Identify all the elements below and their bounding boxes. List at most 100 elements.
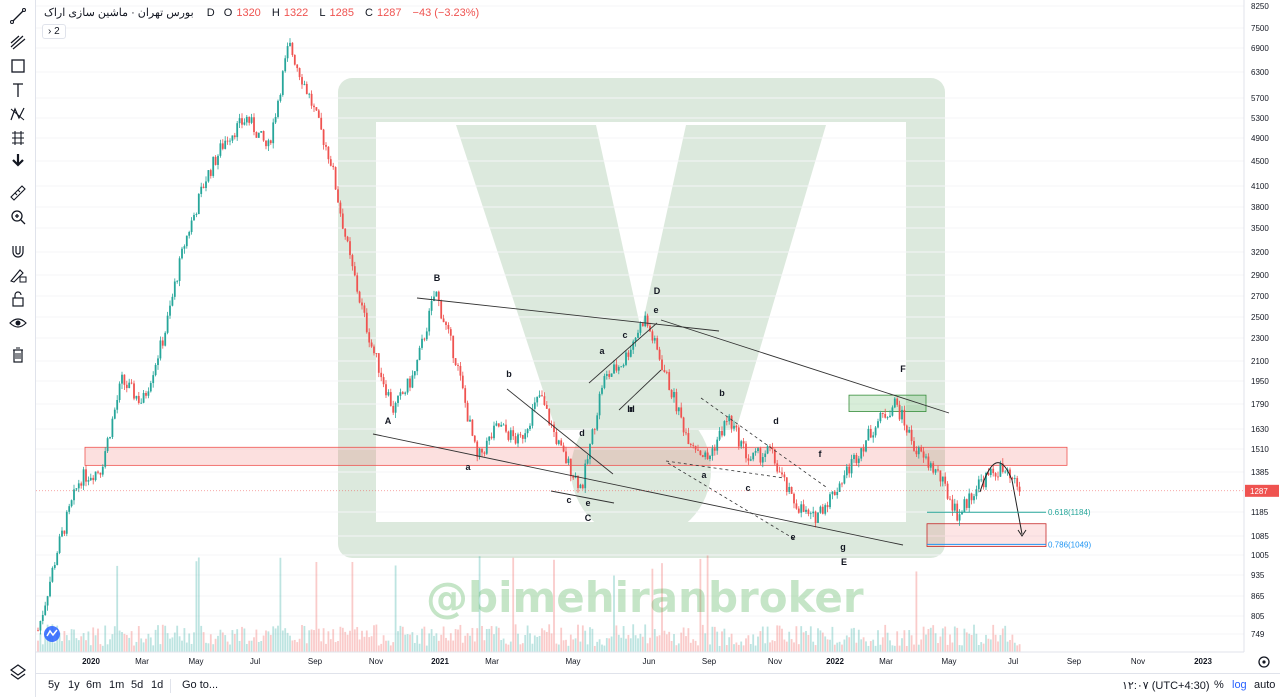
volume-bar <box>761 626 764 652</box>
volume-bar <box>267 631 270 652</box>
volume-bar <box>269 634 272 652</box>
log-scale-toggle[interactable]: log <box>1232 679 1247 691</box>
volume-bar <box>557 644 560 652</box>
volume-bar <box>430 629 433 652</box>
rectangle-icon[interactable] <box>6 56 30 76</box>
price-tick-label: 1790 <box>1251 400 1269 409</box>
range-1y-button[interactable]: 1y <box>68 679 80 691</box>
layers-icon[interactable] <box>6 662 30 682</box>
candle-body <box>44 605 47 615</box>
candle-body <box>889 415 891 418</box>
volume-bar <box>181 640 183 652</box>
dashed-channel-line <box>665 460 785 479</box>
range-1m-button[interactable]: 1m <box>109 679 125 691</box>
timezone-label[interactable]: ۱۲:۰۷ (UTC+4:30) <box>1122 680 1210 692</box>
magnet-icon[interactable] <box>6 241 30 261</box>
candle-body <box>380 372 383 378</box>
auto-scale-toggle[interactable]: auto <box>1254 679 1276 691</box>
open-label: O <box>223 7 233 19</box>
volume-bar <box>116 565 119 652</box>
volume-bar <box>507 644 510 652</box>
range-1d-button[interactable]: 1d <box>151 679 164 691</box>
volume-bar <box>344 631 347 652</box>
volume-bar <box>365 630 368 652</box>
trend-line-icon[interactable] <box>6 6 30 26</box>
volume-bar <box>248 640 251 652</box>
volume-bar <box>303 625 306 652</box>
chart-settings-icon[interactable] <box>1258 656 1270 668</box>
time-axis[interactable]: 2020 Mar May Jul Sep Nov 2021 Mar May Jun Sep Nov 20… <box>36 651 1244 666</box>
candle-body <box>567 458 570 464</box>
candle-body <box>977 479 980 490</box>
volume-bar <box>293 639 296 652</box>
volume-bar <box>351 561 354 652</box>
volume-bar <box>764 643 767 652</box>
pitchfork-icon[interactable] <box>6 32 30 52</box>
lock-icon[interactable] <box>6 289 30 309</box>
candle-body <box>821 506 824 514</box>
candle-body <box>317 110 320 118</box>
volume-bar <box>958 645 961 652</box>
volume-bar <box>615 625 618 652</box>
candle-body <box>219 143 222 156</box>
channel-bottom-line <box>372 433 904 546</box>
range-5d-button[interactable]: 5d <box>131 679 144 691</box>
volume-bar <box>277 625 279 652</box>
price-tick-label: 3200 <box>1251 248 1269 257</box>
volume-bar <box>783 639 786 652</box>
volume-bar <box>797 644 800 652</box>
eye-icon[interactable] <box>6 313 30 333</box>
goto-button[interactable]: Go to... <box>182 679 219 691</box>
time-tick-label: Mar <box>485 657 499 666</box>
volume-bar <box>817 628 819 652</box>
candle-body <box>831 491 834 495</box>
arrow-down-icon[interactable] <box>6 150 30 170</box>
price-chart[interactable]: A B C D E Fa b c d e f g a b c d e a b c d e @bimehiranbroker… <box>36 0 1280 673</box>
text-icon[interactable] <box>6 80 30 100</box>
pencil-lock-icon[interactable] <box>6 265 30 285</box>
fib-label: 0.786(1049) <box>1048 540 1091 549</box>
volume-bar <box>929 627 932 652</box>
volume-bar <box>274 628 277 652</box>
candle-body <box>173 281 176 297</box>
volume-bar <box>574 638 577 652</box>
interval-label[interactable]: D <box>206 7 215 19</box>
range-6m-button[interactable]: 6m <box>86 679 102 691</box>
candle-body <box>296 64 299 69</box>
volume-bars <box>37 555 1021 652</box>
candle-body <box>509 430 512 440</box>
trash-icon[interactable] <box>6 345 30 365</box>
volume-bar <box>721 631 723 652</box>
zoom-icon[interactable] <box>6 207 30 227</box>
projection-arc <box>979 462 1023 535</box>
volume-bar <box>591 628 594 652</box>
candle-body <box>920 447 923 452</box>
volume-bar <box>397 631 399 652</box>
low-label: L <box>319 7 326 19</box>
volume-bar <box>101 645 104 652</box>
pattern-icon[interactable] <box>6 104 30 124</box>
volume-bar <box>128 637 131 652</box>
price-axis[interactable]: 8250 7500 6900 6300 5700 5300 4900 4500 4100 3800… <box>1243 0 1269 652</box>
candle-body <box>457 365 459 366</box>
candle-body <box>221 143 224 149</box>
candle-body <box>466 402 469 422</box>
fib-levels: 0.618(1184) 0.786(1049) <box>927 508 1091 549</box>
volume-bar <box>853 627 855 652</box>
candle-body <box>598 393 601 416</box>
ruler-icon[interactable] <box>6 183 30 203</box>
candle-body <box>41 614 44 622</box>
range-5y-button[interactable]: 5y <box>48 679 60 691</box>
indicators-toggle-button[interactable]: › 2 <box>42 24 66 39</box>
volume-bar <box>320 641 323 652</box>
prediction-icon[interactable] <box>6 128 30 148</box>
symbol-name[interactable]: بورس تهران · ماشین سازی اراک <box>44 7 194 19</box>
volume-bar <box>555 643 558 652</box>
volume-bar <box>411 632 414 652</box>
candle-body <box>699 450 702 456</box>
candle-body <box>236 123 239 138</box>
candle-body <box>368 332 371 343</box>
candle-body <box>157 358 159 366</box>
candle-body <box>99 472 102 475</box>
percent-scale-toggle[interactable]: % <box>1214 679 1224 691</box>
